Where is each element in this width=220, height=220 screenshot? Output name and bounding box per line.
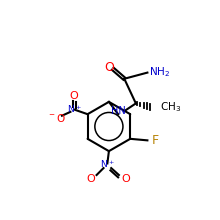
Text: CH$_3$: CH$_3$ — [161, 100, 182, 114]
Text: N$^+$: N$^+$ — [100, 158, 115, 170]
Text: $^-$O: $^-$O — [47, 112, 66, 124]
Text: O: O — [70, 92, 79, 101]
Text: N$^+$: N$^+$ — [67, 104, 82, 116]
Text: O: O — [87, 174, 95, 184]
Text: F: F — [152, 134, 159, 147]
Text: O: O — [104, 61, 114, 75]
Text: O: O — [121, 174, 130, 184]
Text: HN: HN — [111, 106, 126, 116]
Text: NH$_2$: NH$_2$ — [149, 65, 170, 79]
